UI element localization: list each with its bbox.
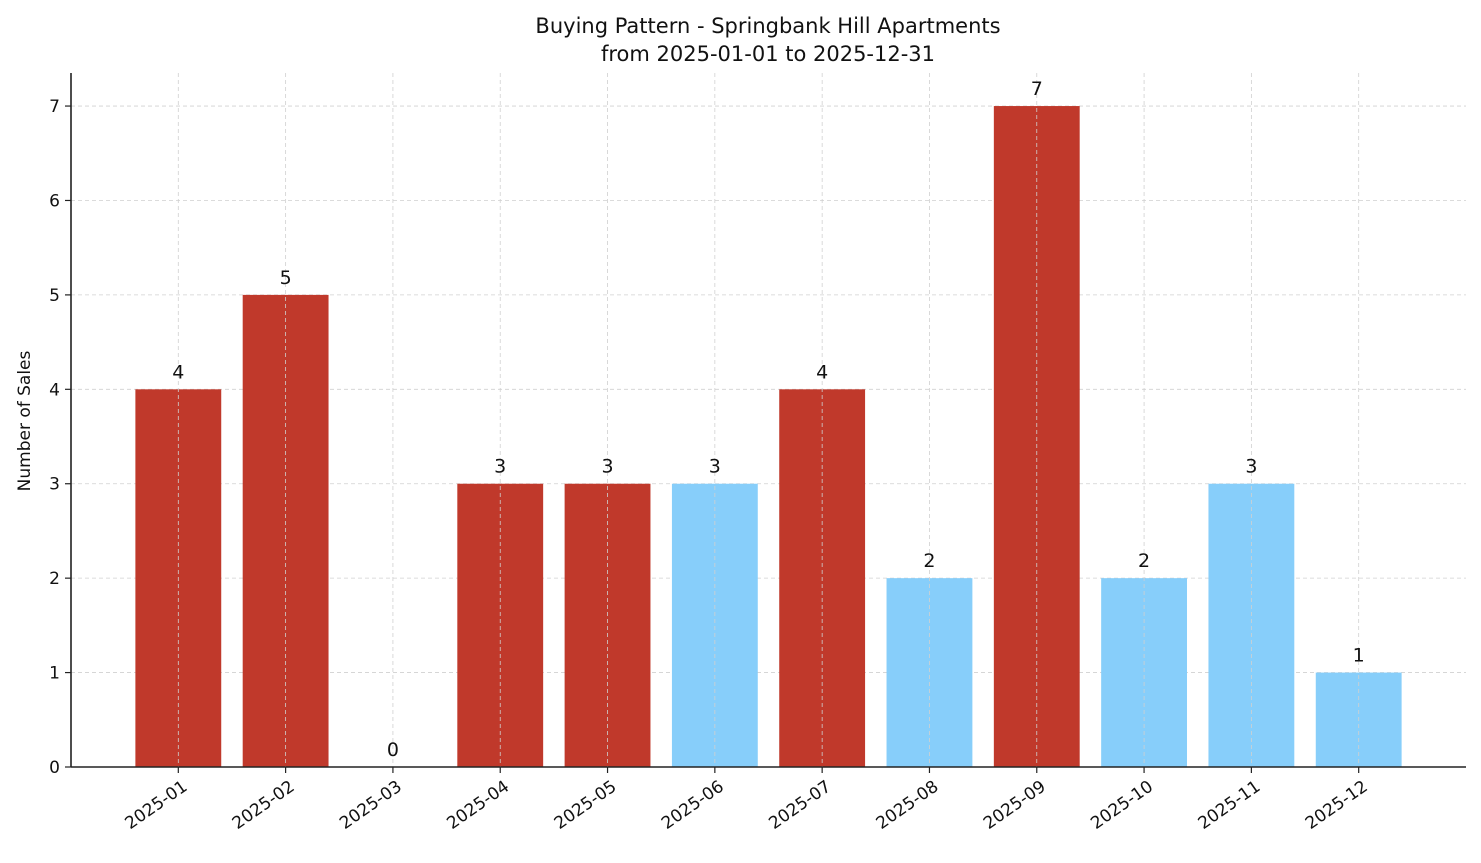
data-label: 3: [1245, 456, 1257, 478]
chart-subtitle: from 2025-01-01 to 2025-12-31: [601, 42, 935, 66]
x-tick-label: 2025-11: [1195, 777, 1265, 834]
bar-2025-08: [886, 578, 973, 767]
vertical-grid: [177, 73, 1360, 767]
data-label: 2: [1138, 550, 1150, 572]
chart-title: Buying Pattern - Springbank Hill Apartme…: [535, 14, 1000, 38]
y-tick-label: 2: [49, 569, 60, 589]
data-label: 0: [387, 739, 399, 761]
data-labels: 4 5 0 3 3 3 4 2 7 2 3 1: [172, 78, 1364, 761]
data-label: 3: [709, 456, 721, 478]
x-tick-label: 2025-04: [443, 777, 513, 834]
y-tick-label: 1: [49, 664, 60, 684]
x-tick-label: 2025-10: [1087, 777, 1157, 834]
data-label: 5: [280, 267, 292, 289]
bars: [135, 106, 1402, 768]
data-label: 3: [601, 456, 613, 478]
x-tick-label: 2025-03: [336, 777, 406, 834]
x-tick-label: 2025-05: [551, 777, 621, 834]
x-tick-label: 2025-12: [1302, 777, 1372, 834]
y-tick-label: 7: [49, 97, 60, 117]
x-tick-label: 2025-02: [229, 777, 299, 834]
y-tick-label: 6: [49, 191, 60, 211]
x-tick-label: 2025-08: [873, 777, 943, 834]
y-tick-label: 3: [49, 475, 60, 495]
y-tick-label: 5: [49, 286, 60, 306]
bar-2025-10: [1101, 578, 1187, 767]
x-tick-label: 2025-01: [122, 777, 192, 834]
data-label: 7: [1031, 78, 1043, 100]
y-tick-label: 4: [49, 380, 60, 400]
x-tick-label: 2025-06: [658, 777, 728, 834]
y-axis-label: Number of Sales: [15, 350, 35, 491]
x-tick-label: 2025-09: [980, 777, 1050, 834]
bar-2025-09: [993, 106, 1080, 768]
data-label: 3: [494, 456, 506, 478]
x-tick-label: 2025-07: [765, 777, 835, 834]
data-label: 1: [1353, 645, 1365, 667]
data-label: 2: [923, 550, 935, 572]
y-tick-label: 0: [49, 758, 60, 778]
data-label: 4: [816, 361, 828, 383]
data-label: 4: [172, 361, 184, 383]
